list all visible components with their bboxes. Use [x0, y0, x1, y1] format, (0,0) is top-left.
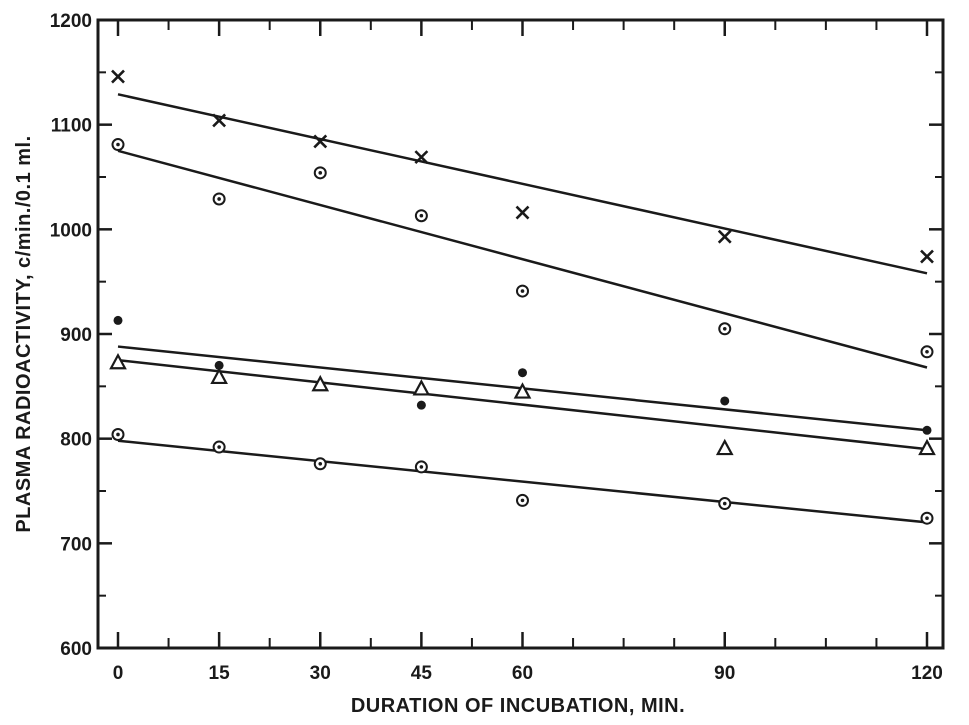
fit-line — [117, 93, 928, 275]
data-point-circle-dot — [111, 427, 125, 441]
data-point-filled-dot — [720, 396, 730, 406]
data-point-circle-dot — [212, 192, 226, 206]
tick-labels: 0 15 30 45 60 90 120 600 700 800 900 1000 1100 1200 — [50, 11, 943, 684]
data-point-filled-dot — [214, 360, 224, 370]
data-point-x — [212, 113, 227, 128]
data-point-filled-dot — [416, 400, 426, 410]
x-tick-label: 30 — [310, 663, 331, 684]
axis-ticks — [98, 18, 943, 650]
y-axis-title: PLASMA RADIOACTIVITY, c/min./0.1 ml. — [13, 135, 35, 532]
data-point-circle-dot — [516, 493, 529, 507]
y-tick-label: 700 — [60, 534, 92, 555]
data-point-circle-dot — [414, 209, 428, 223]
y-tick-label: 800 — [60, 430, 92, 451]
data-point-circle-dot — [313, 457, 327, 471]
data-point-circle-dot — [920, 511, 934, 525]
data-point-triangle — [918, 438, 936, 456]
x-tick-label: 45 — [411, 663, 433, 684]
fit-lines — [117, 93, 928, 524]
data-point-circle-dot — [920, 345, 934, 359]
data-point-triangle — [109, 352, 127, 370]
data-point-circle-dot — [212, 440, 226, 454]
data-point-x — [313, 134, 328, 149]
data-point-triangle — [715, 438, 734, 456]
data-point-triangle — [210, 367, 228, 385]
x-tick-label: 120 — [911, 663, 943, 684]
y-tick-label: 1200 — [50, 11, 92, 32]
data-point-circle-dot — [313, 166, 327, 180]
x-tick-label: 60 — [512, 663, 533, 684]
data-points — [109, 69, 936, 525]
data-point-circle-dot — [718, 322, 732, 336]
data-point-x — [920, 249, 934, 264]
data-point-x — [515, 205, 530, 220]
y-tick-label: 600 — [60, 639, 92, 660]
data-point-circle-dot — [516, 284, 529, 298]
x-axis-title: DURATION OF INCUBATION, MIN. — [351, 695, 685, 717]
data-point-x — [111, 69, 125, 84]
data-point-filled-dot — [922, 425, 932, 435]
y-tick-label: 1100 — [51, 116, 92, 137]
data-point-triangle — [412, 379, 431, 396]
fit-line — [117, 358, 928, 451]
x-tick-label: 0 — [113, 663, 124, 684]
fit-line — [117, 439, 928, 524]
data-point-circle-dot — [111, 138, 125, 152]
data-point-filled-dot — [518, 368, 527, 378]
data-point-x — [414, 150, 429, 165]
data-point-triangle — [311, 374, 330, 392]
data-point-circle-dot — [414, 460, 428, 474]
data-point-filled-dot — [113, 315, 123, 325]
x-tick-label: 90 — [714, 663, 735, 684]
x-tick-label: 15 — [209, 663, 231, 684]
fit-line — [117, 149, 928, 369]
y-tick-label: 900 — [60, 325, 92, 346]
data-point-circle-dot — [718, 497, 732, 511]
y-tick-label: 1000 — [50, 220, 92, 241]
data-point-x — [717, 229, 732, 244]
data-point-triangle — [513, 382, 532, 399]
